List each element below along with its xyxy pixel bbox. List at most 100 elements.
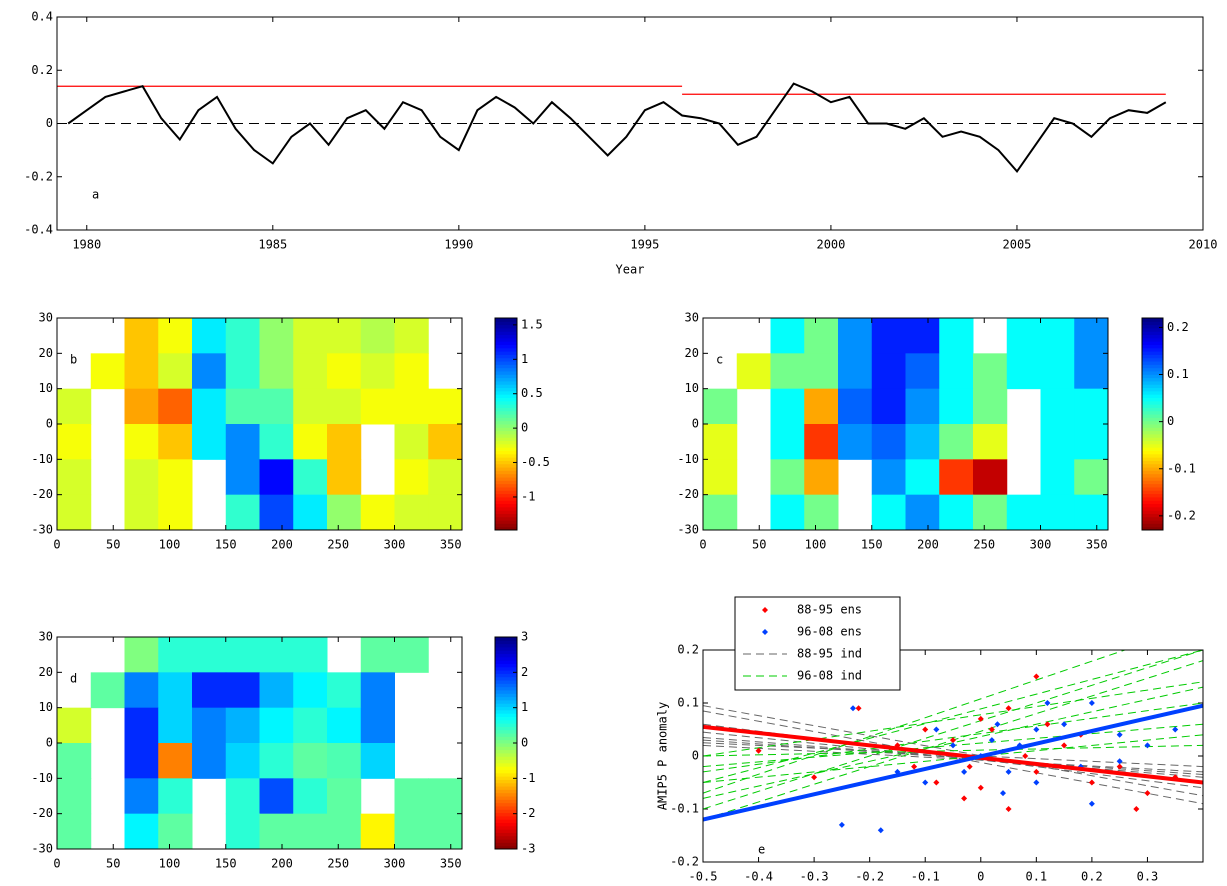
colorbar-tick-label: -0.5	[521, 455, 550, 469]
colorbar-swatch	[495, 670, 517, 674]
colorbar-swatch	[495, 526, 517, 531]
scatter-point	[850, 705, 856, 712]
map-cell	[360, 672, 395, 709]
colorbar-swatch	[495, 443, 517, 448]
scatter-point	[966, 763, 973, 770]
y-tick-label: 0	[692, 417, 699, 431]
individual-fit	[703, 650, 1203, 810]
colorbar-swatch	[495, 387, 517, 392]
colorbar-swatch	[495, 796, 517, 800]
map-cell	[57, 778, 92, 815]
scatter-point	[922, 726, 929, 733]
map-cell	[327, 707, 362, 744]
colorbar-swatch	[495, 676, 517, 681]
colorbar-swatch	[495, 523, 517, 528]
colorbar-swatch	[1142, 400, 1163, 405]
colorbar-swatch	[495, 822, 517, 827]
colorbar-swatch	[1142, 480, 1163, 485]
colorbar-swatch	[1142, 357, 1163, 362]
colorbar-swatch	[1142, 437, 1163, 442]
colorbar-tick-label: 0	[521, 421, 528, 435]
colorbar-swatch	[1142, 460, 1163, 465]
scatter-point	[1144, 790, 1151, 797]
map-cell	[225, 672, 260, 709]
colorbar-swatch	[1142, 503, 1163, 508]
map-cell	[871, 388, 906, 425]
map-cell	[259, 424, 294, 460]
colorbar-swatch	[495, 470, 517, 475]
x-tick-label: 0	[53, 538, 60, 552]
map-cell	[158, 707, 193, 744]
map-cell	[293, 778, 328, 815]
x-axis-label: Year	[616, 263, 645, 277]
colorbar-swatch	[495, 706, 517, 711]
map-cell	[1074, 424, 1109, 460]
scatter-point	[855, 705, 862, 712]
colorbar-tick-label: 0.2	[1167, 320, 1189, 334]
scatter-point	[1116, 758, 1123, 765]
colorbar-swatch	[495, 802, 517, 807]
map-cell	[293, 388, 328, 425]
map-cell	[293, 813, 328, 850]
scatter-point	[933, 726, 940, 733]
colorbar-tick-label: 1	[521, 352, 528, 366]
y-tick-label: 0	[46, 736, 53, 750]
colorbar-swatch	[495, 839, 517, 843]
map-cell	[703, 388, 738, 425]
colorbar-swatch	[1142, 433, 1163, 438]
plot-area	[57, 82, 1203, 174]
map-cell	[293, 672, 328, 709]
colorbar-swatch	[1142, 486, 1163, 491]
colorbar-swatch	[495, 762, 517, 767]
legend: 88-95 ens 96-08 ens 88-95 ind 96-08 ind	[734, 596, 901, 691]
colorbar-swatch	[495, 726, 517, 731]
map-cell	[293, 637, 328, 673]
x-tick-label: 0	[53, 857, 60, 871]
map-cell	[124, 813, 159, 850]
colorbar-swatch	[1142, 344, 1163, 349]
map-cell	[770, 494, 805, 531]
map-cell	[360, 637, 395, 673]
map-cell	[703, 494, 738, 531]
colorbar-swatch	[495, 699, 517, 704]
colorbar-swatch	[495, 792, 517, 797]
colorbar-swatch	[1142, 371, 1163, 375]
scatter-point	[933, 779, 940, 786]
x-tick-label: 150	[215, 538, 237, 552]
colorbar-tick-label: 1.5	[521, 317, 543, 331]
colorbar-swatch	[495, 673, 517, 678]
colorbar-swatch	[495, 513, 517, 518]
colorbar-swatch	[495, 656, 517, 661]
x-tick-label: 100	[159, 857, 181, 871]
colorbar-swatch	[1142, 523, 1163, 528]
scatter-point	[950, 742, 956, 749]
map-cell	[1040, 459, 1075, 496]
map-cell	[973, 424, 1008, 460]
x-tick-label: 150	[215, 857, 237, 871]
colorbar-tick-label: -3	[521, 842, 535, 856]
map-cell	[124, 672, 159, 709]
axes-frame	[702, 317, 1109, 531]
map-cell	[939, 494, 974, 531]
x-tick-label: 100	[805, 538, 827, 552]
scatter-point	[1005, 705, 1012, 712]
y-tick-label: 0.2	[31, 63, 53, 77]
axes-frame	[702, 649, 1204, 863]
map-cell	[259, 672, 294, 709]
colorbar-swatch	[495, 460, 517, 465]
colorbar-swatch	[1142, 520, 1163, 524]
colorbar-swatch	[495, 739, 517, 744]
y-tick-label: -20	[31, 806, 53, 820]
colorbar-swatch	[495, 769, 517, 774]
map-cell	[327, 813, 362, 850]
map-cell	[192, 424, 227, 460]
map-cell	[259, 494, 294, 531]
x-tick-label: 2000	[816, 238, 845, 252]
x-tick-label: 0	[977, 870, 984, 884]
colorbar-swatch	[495, 772, 517, 777]
colorbar-swatch	[495, 367, 517, 372]
map-cell	[57, 707, 92, 744]
colorbar-swatch	[495, 473, 517, 478]
colorbar-swatch	[495, 453, 517, 458]
map-cell	[124, 459, 159, 496]
